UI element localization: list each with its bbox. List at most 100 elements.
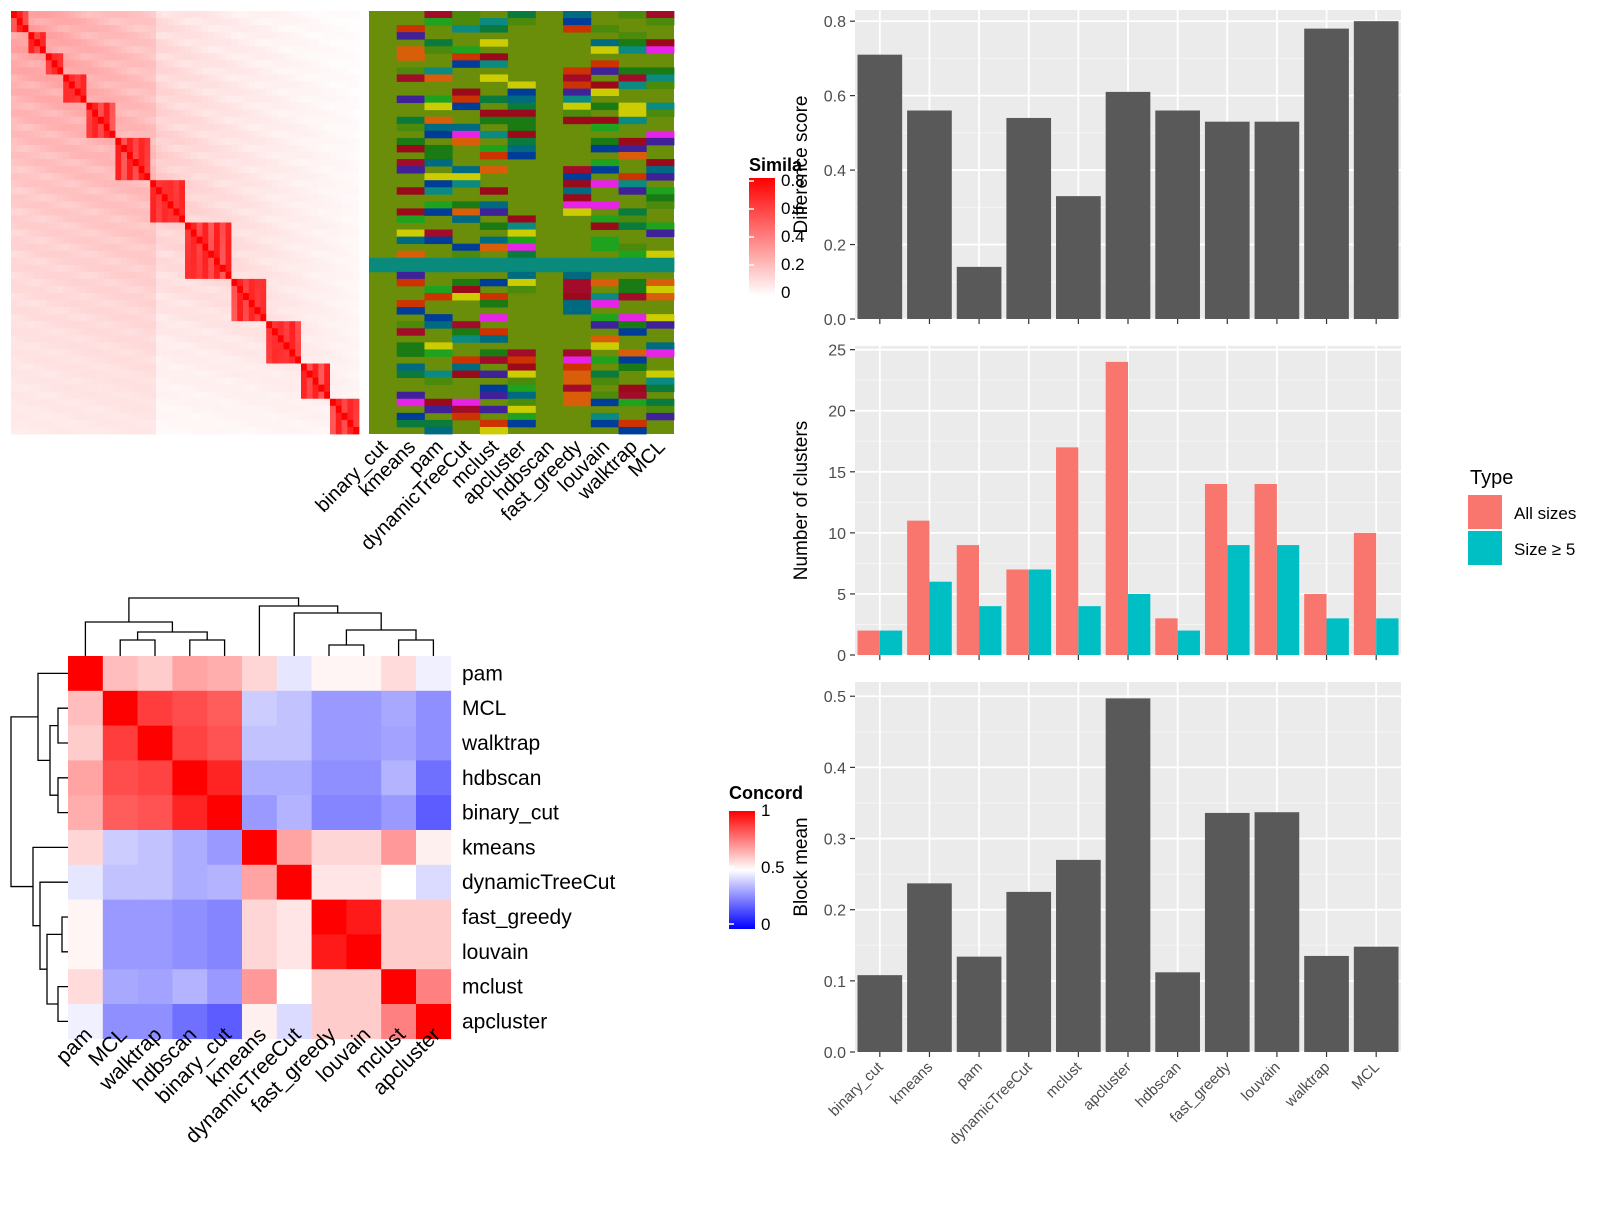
similarity-cell — [127, 102, 134, 111]
similarity-cell — [173, 236, 180, 245]
similarity-cell — [318, 293, 325, 301]
similarity-cell — [109, 60, 116, 68]
similarity-cell — [86, 405, 93, 414]
similarity-cell — [324, 314, 331, 322]
similarity-cell — [289, 384, 296, 393]
similarity-cell — [22, 412, 29, 421]
similarity-cell — [16, 391, 23, 400]
similarity-cell — [57, 159, 64, 167]
similarity-cell — [179, 293, 186, 301]
similarity-cell — [347, 152, 354, 160]
similarity-cell — [138, 116, 145, 125]
cluster-cell — [590, 236, 619, 245]
similarity-cell — [272, 349, 279, 357]
cluster-cell — [424, 116, 453, 125]
similarity-cell — [80, 307, 87, 315]
cluster-cell — [507, 109, 536, 118]
similarity-cell — [335, 363, 342, 371]
similarity-cell — [161, 384, 168, 393]
similarity-cell — [161, 60, 168, 68]
similarity-cell — [28, 370, 35, 378]
cluster-cell — [618, 363, 647, 371]
similarity-cell — [28, 356, 35, 364]
similarity-cell — [185, 370, 192, 378]
similarity-cell — [254, 152, 261, 160]
similarity-cell — [51, 271, 58, 280]
similarity-cell — [190, 300, 197, 308]
similarity-cell — [121, 102, 128, 111]
similarity-cell — [144, 130, 151, 139]
similarity-cell — [115, 187, 122, 195]
similarity-cell — [40, 74, 47, 82]
similarity-cell — [98, 335, 105, 343]
similarity-cell — [301, 144, 308, 153]
similarity-cell — [127, 173, 134, 181]
similarity-cell — [196, 335, 203, 343]
similarity-cell — [254, 130, 261, 139]
similarity-cell — [219, 60, 226, 68]
similarity-cell — [16, 264, 23, 273]
cluster-cell — [396, 229, 425, 237]
similarity-cell — [306, 194, 313, 202]
cluster-cell — [646, 102, 675, 111]
similarity-cell — [272, 300, 279, 308]
concordance-cell — [346, 690, 382, 726]
similarity-cell — [109, 243, 116, 252]
similarity-cell — [260, 363, 267, 371]
similarity-cell — [312, 81, 319, 89]
dendrogram-branch — [61, 916, 68, 953]
similarity-cell — [115, 412, 122, 421]
similarity-cell — [40, 88, 47, 96]
similarity-cell — [208, 264, 215, 273]
similarity-cell — [301, 391, 308, 400]
cluster-cell — [507, 152, 536, 160]
similarity-cell — [11, 377, 18, 386]
similarity-cell — [109, 152, 116, 160]
similarity-cell — [283, 116, 290, 125]
similarity-cell — [86, 349, 93, 357]
similarity-cell — [190, 95, 197, 104]
similarity-cell — [173, 257, 180, 266]
similarity-cell — [283, 102, 290, 111]
concordance-cell — [242, 760, 278, 796]
similarity-cell — [127, 137, 134, 146]
similarity-cell — [260, 278, 267, 287]
similarity-cell — [312, 278, 319, 287]
similarity-cell — [318, 328, 325, 336]
similarity-cell — [225, 412, 232, 421]
similarity-cell — [86, 321, 93, 329]
similarity-cell — [22, 293, 29, 301]
similarity-cell — [40, 405, 47, 414]
similarity-cell — [190, 25, 197, 33]
similarity-cell — [341, 215, 348, 223]
similarity-cell — [243, 257, 250, 266]
similarity-cell — [16, 159, 23, 167]
block-mean-ytick-label: 0.0 — [824, 1045, 846, 1062]
similarity-cell — [11, 116, 18, 125]
similarity-cell — [266, 384, 273, 393]
similarity-cell — [103, 293, 110, 301]
concordance-cell — [381, 969, 417, 1005]
similarity-cell — [335, 53, 342, 61]
similarity-cell — [138, 102, 145, 111]
similarity-cell — [150, 208, 157, 216]
similarity-cell — [318, 159, 325, 167]
similarity-cell — [80, 328, 87, 336]
similarity-cell — [312, 201, 319, 209]
similarity-cell — [353, 370, 360, 378]
similarity-cell — [156, 46, 163, 54]
similarity-cell — [28, 250, 35, 259]
similarity-cell — [103, 194, 110, 202]
similarity-cell — [144, 95, 151, 104]
similarity-cell — [173, 18, 180, 26]
similarity-cell — [86, 88, 93, 96]
similarity-cell — [301, 384, 308, 393]
similarity-cell — [335, 335, 342, 343]
similarity-cell — [150, 384, 157, 393]
similarity-cell — [161, 419, 168, 428]
similarity-cell — [301, 398, 308, 407]
similarity-cell — [45, 243, 52, 252]
similarity-cell — [312, 384, 319, 393]
similarity-cell — [202, 18, 209, 26]
